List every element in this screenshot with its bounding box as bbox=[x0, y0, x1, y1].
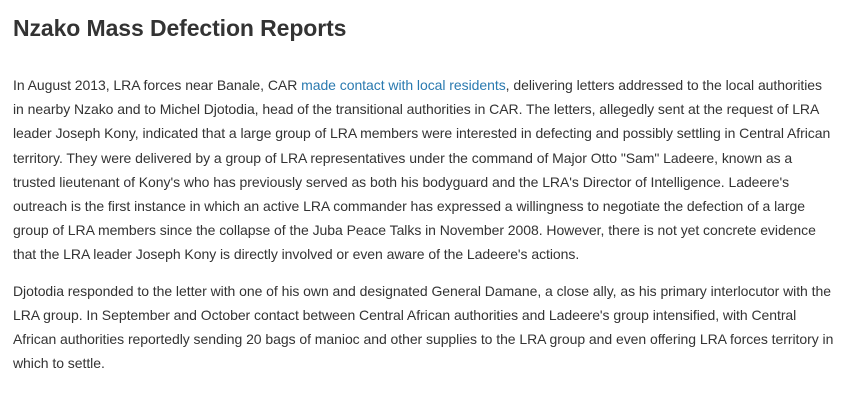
local-residents-link[interactable]: made contact with local residents bbox=[301, 77, 506, 93]
article: Nzako Mass Defection Reports In August 2… bbox=[13, 15, 834, 372]
paragraph-2: Djotodia responded to the letter with on… bbox=[13, 282, 834, 372]
paragraph-1: In August 2013, LRA forces near Banale, … bbox=[13, 73, 834, 267]
page-title: Nzako Mass Defection Reports bbox=[13, 15, 347, 41]
paragraph-1-text-start: In August 2013, LRA forces near Banale, … bbox=[13, 77, 302, 93]
paragraph-1-text-end: , delivering letters addressed to the lo… bbox=[13, 77, 831, 263]
